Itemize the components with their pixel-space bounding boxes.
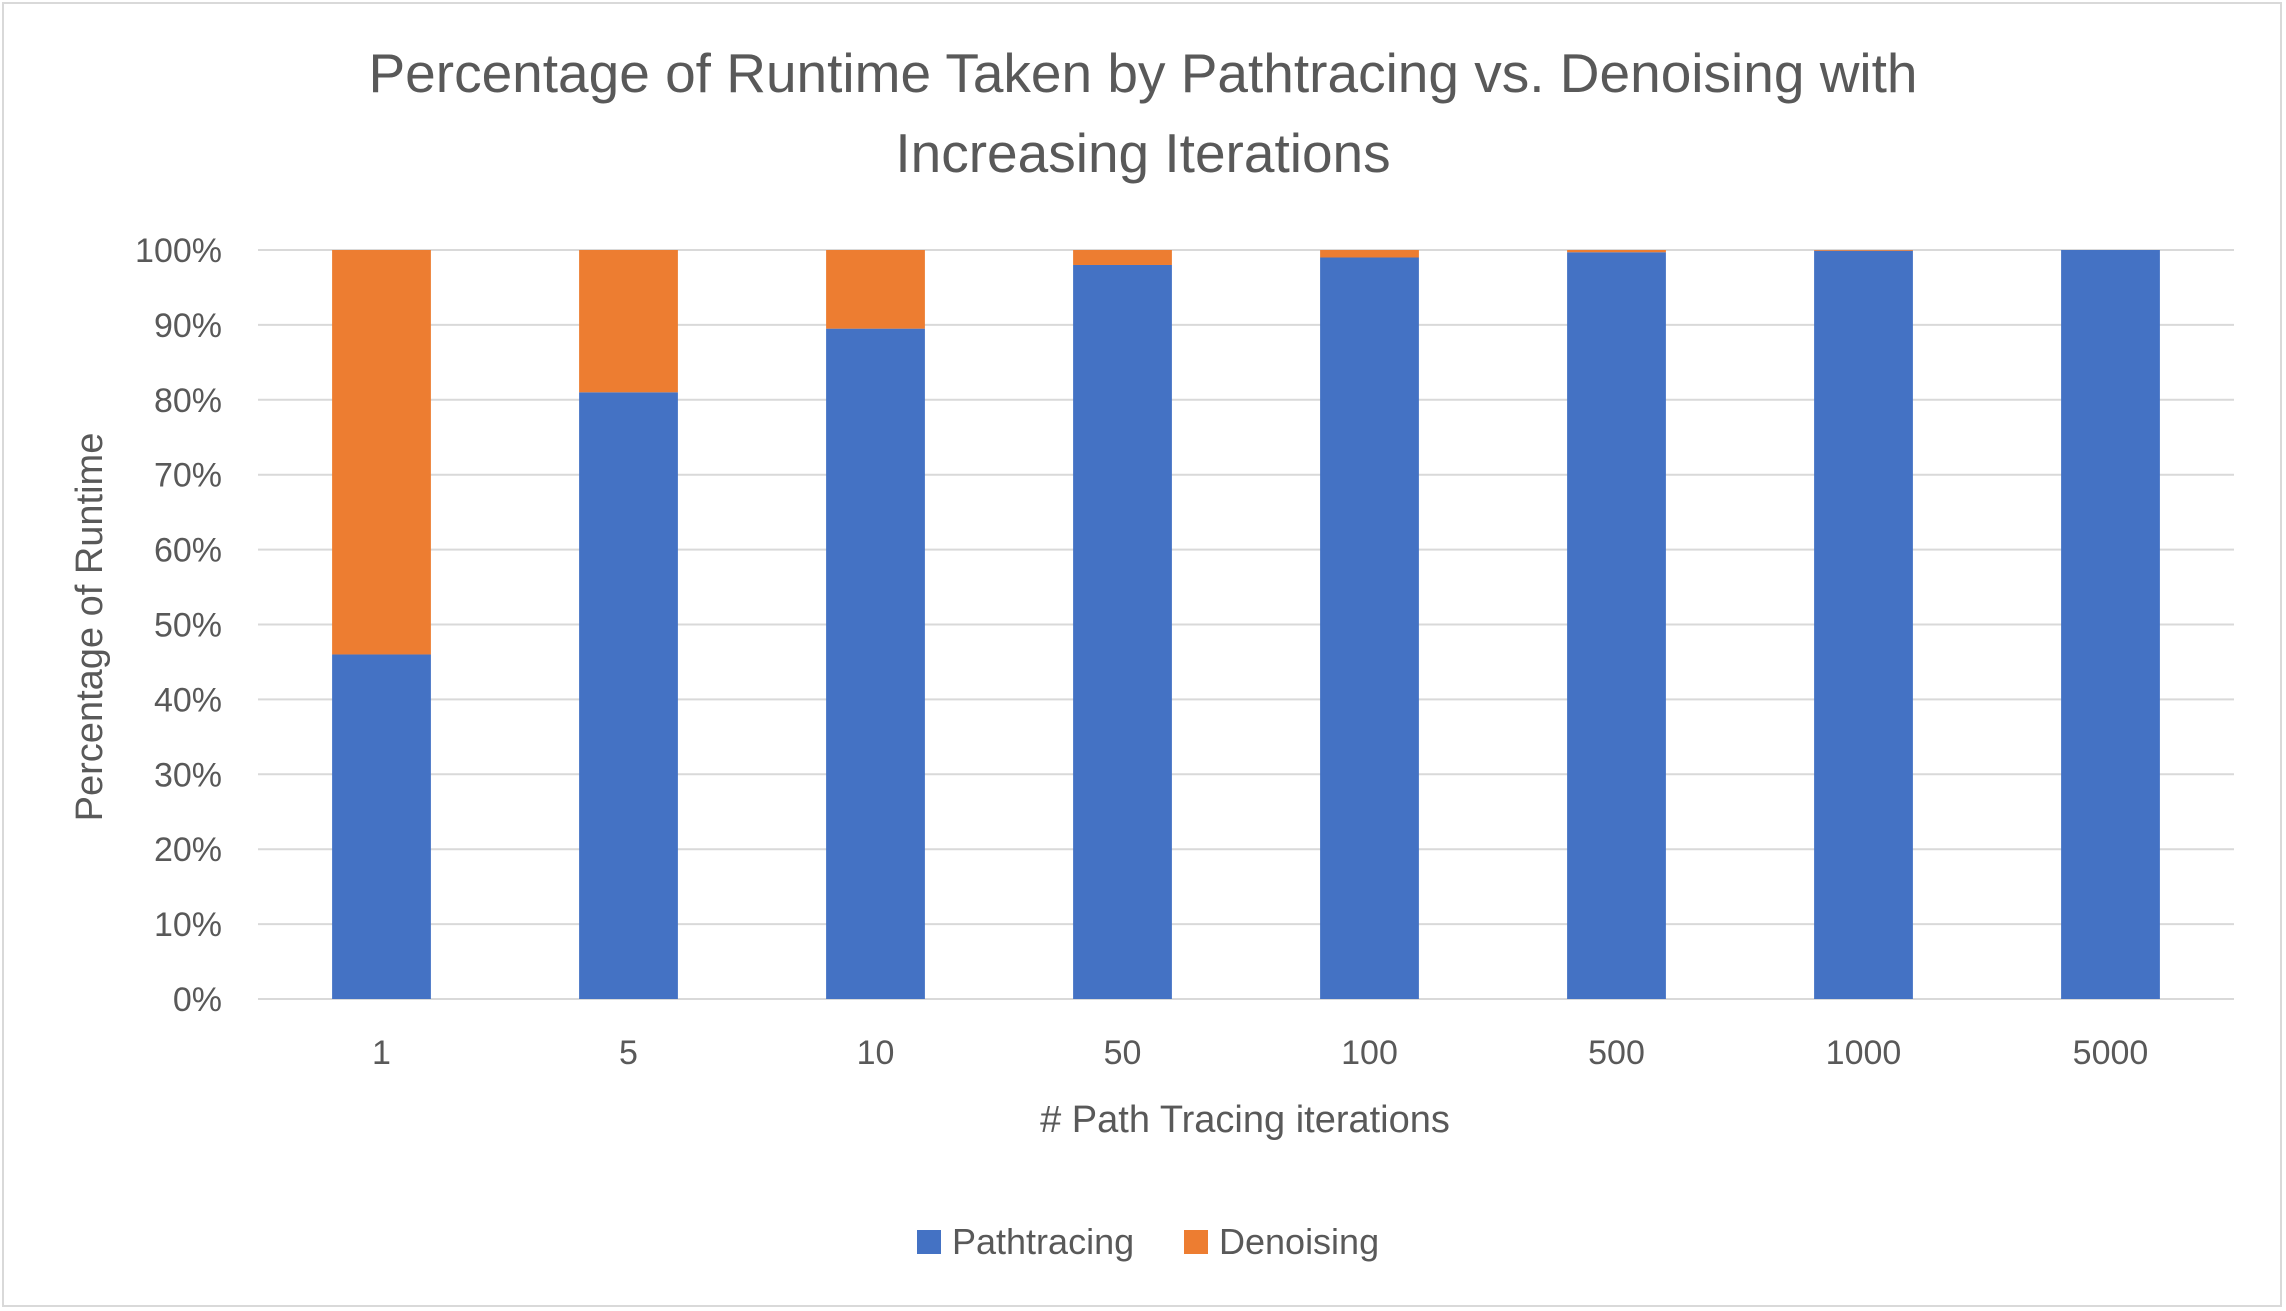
legend-label-denoising: Denoising bbox=[1219, 1221, 1379, 1262]
x-axis-title: # Path Tracing iterations bbox=[1040, 1099, 1450, 1141]
bars bbox=[332, 250, 2160, 1000]
bar-denoising-1000 bbox=[1814, 250, 1913, 251]
bar-denoising-500 bbox=[1567, 250, 1666, 253]
y-tick-label: 40% bbox=[154, 681, 222, 719]
bar-denoising-1 bbox=[332, 250, 431, 655]
y-tick-label: 50% bbox=[154, 607, 222, 645]
chart-title-line-1: Percentage of Runtime Taken by Pathtraci… bbox=[369, 42, 1918, 104]
y-tick-label: 0% bbox=[173, 981, 222, 1019]
bar-pathtracing-50 bbox=[1073, 264, 1172, 1000]
y-axis-tick-labels: 0% 10% 20% 30% 40% 50% 60% 70% 80% 90% 100% bbox=[135, 232, 222, 1019]
gridlines bbox=[258, 249, 2234, 1000]
bar-denoising-10 bbox=[826, 250, 925, 329]
bar-pathtracing-1000 bbox=[1814, 250, 1913, 999]
y-tick-label: 60% bbox=[154, 532, 222, 570]
legend-swatch-pathtracing bbox=[917, 1230, 941, 1254]
y-axis-title: Percentage of Runtime bbox=[69, 433, 111, 822]
legend-label-pathtracing: Pathtracing bbox=[952, 1221, 1134, 1262]
bar-denoising-50 bbox=[1073, 250, 1172, 265]
x-tick-label: 100 bbox=[1341, 1034, 1398, 1072]
y-tick-label: 90% bbox=[154, 307, 222, 345]
bar-pathtracing-5 bbox=[579, 392, 678, 999]
x-tick-label: 10 bbox=[857, 1034, 895, 1072]
chart-title-line-2: Increasing Iterations bbox=[895, 122, 1390, 184]
bar-pathtracing-500 bbox=[1567, 252, 1666, 999]
y-tick-label: 30% bbox=[154, 756, 222, 794]
y-tick-label: 20% bbox=[154, 831, 222, 869]
bar-pathtracing-10 bbox=[826, 328, 925, 999]
x-tick-label: 50 bbox=[1104, 1034, 1142, 1072]
chart-title: Percentage of Runtime Taken by Pathtraci… bbox=[369, 42, 1918, 184]
y-tick-label: 100% bbox=[135, 232, 222, 270]
y-tick-label: 70% bbox=[154, 457, 222, 495]
bar-pathtracing-5000 bbox=[2061, 250, 2160, 999]
bar-denoising-5 bbox=[579, 250, 678, 393]
x-tick-label: 500 bbox=[1588, 1034, 1645, 1072]
legend-swatch-denoising bbox=[1184, 1230, 1208, 1254]
x-tick-label: 5 bbox=[619, 1034, 638, 1072]
x-tick-label: 5000 bbox=[2073, 1034, 2149, 1072]
x-tick-label: 1 bbox=[372, 1034, 391, 1072]
legend: Pathtracing Denoising bbox=[917, 1221, 1379, 1262]
bar-pathtracing-1 bbox=[332, 654, 431, 999]
bar-denoising-100 bbox=[1320, 250, 1419, 258]
y-tick-label: 80% bbox=[154, 382, 222, 420]
bar-pathtracing-100 bbox=[1320, 257, 1419, 999]
y-tick-label: 10% bbox=[154, 906, 222, 944]
x-axis-tick-labels: 1 5 10 50 100 500 1000 5000 bbox=[372, 1034, 2148, 1072]
x-tick-label: 1000 bbox=[1826, 1034, 1902, 1072]
